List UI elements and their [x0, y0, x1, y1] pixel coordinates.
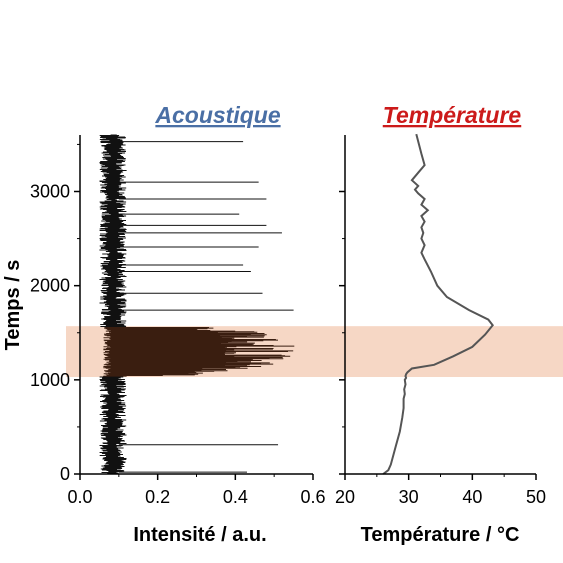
temperature-series-line	[382, 133, 494, 475]
temperature-panel: Température 20 30 40 50 Température / °C	[335, 102, 546, 546]
temperature-x-tick-label: 30	[399, 487, 419, 507]
temperature-x-tick-label: 40	[462, 487, 482, 507]
temperature-title: Température	[383, 102, 522, 128]
acoustic-signal	[99, 134, 295, 475]
acoustic-burst	[103, 327, 295, 377]
temperature-x-ticks: 20 30 40 50	[335, 190, 546, 507]
acoustic-x-tick-label: 0.4	[223, 487, 248, 507]
temperature-x-tick-label: 20	[335, 487, 355, 507]
temperature-x-tick-label: 50	[526, 487, 546, 507]
y-tick-label: 2000	[30, 276, 70, 296]
y-tick-label: 1000	[30, 370, 70, 390]
y-axis-label: Temps / s	[2, 260, 24, 351]
acoustic-x-tick-label: 0.6	[300, 487, 325, 507]
acoustic-x-tick-label: 0.0	[67, 487, 92, 507]
acoustic-panel: Acoustique 0.0 0.2 0.4 0.6 0 1000 2000 3000 In…	[2, 102, 326, 546]
acoustic-baseline-noise	[99, 134, 127, 475]
acoustic-x-tick-label: 0.2	[145, 487, 170, 507]
acoustic-title: Acoustique	[154, 102, 280, 128]
acoustic-y-ticks: 0 1000 2000 3000	[30, 143, 80, 484]
acoustic-x-label: Intensité / a.u.	[133, 524, 266, 546]
acoustic-x-ticks: 0.0 0.2 0.4 0.6	[67, 474, 326, 507]
y-tick-label: 0	[60, 464, 70, 484]
y-tick-label: 3000	[30, 182, 70, 202]
temperature-x-label: Température / °C	[361, 524, 520, 546]
